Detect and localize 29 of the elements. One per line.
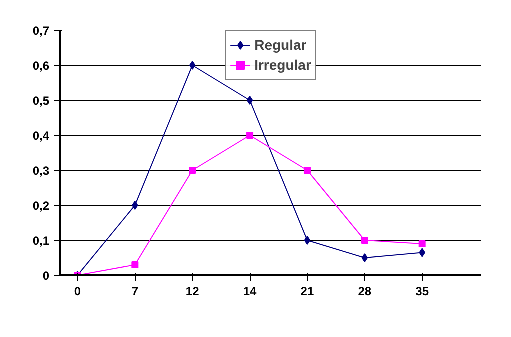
x-tick-label: 0 <box>74 284 82 298</box>
point <box>132 201 138 210</box>
point <box>361 237 368 244</box>
legend-label: Regular <box>254 37 307 53</box>
y-tick-label: 0,4 <box>32 129 50 143</box>
x-tick-label: 12 <box>186 284 200 298</box>
x-tick-label: 28 <box>358 284 372 298</box>
point <box>304 236 311 245</box>
point <box>362 254 368 262</box>
x-tick-label: 35 <box>416 284 430 298</box>
y-tick-label: 0,1 <box>32 234 50 248</box>
point <box>132 262 139 268</box>
y-tick-label: 0,6 <box>32 59 50 73</box>
legend-label: Irregular <box>254 57 312 73</box>
y-tick-label: 0,2 <box>32 199 50 213</box>
point <box>419 248 426 258</box>
y-tick-label: 0 <box>42 269 50 283</box>
point <box>189 167 196 174</box>
y-tick-label: 0,3 <box>32 164 50 178</box>
point <box>246 96 254 105</box>
y-tick-label: 0,7 <box>32 24 50 38</box>
point <box>418 240 426 248</box>
point <box>189 61 196 70</box>
x-tick-label: 14 <box>243 284 258 298</box>
point <box>304 167 311 174</box>
x-tick-label: 21 <box>300 284 314 298</box>
point <box>246 132 254 139</box>
y-tick-label: 0,5 <box>32 94 50 108</box>
x-tick-label: 7 <box>132 284 139 298</box>
